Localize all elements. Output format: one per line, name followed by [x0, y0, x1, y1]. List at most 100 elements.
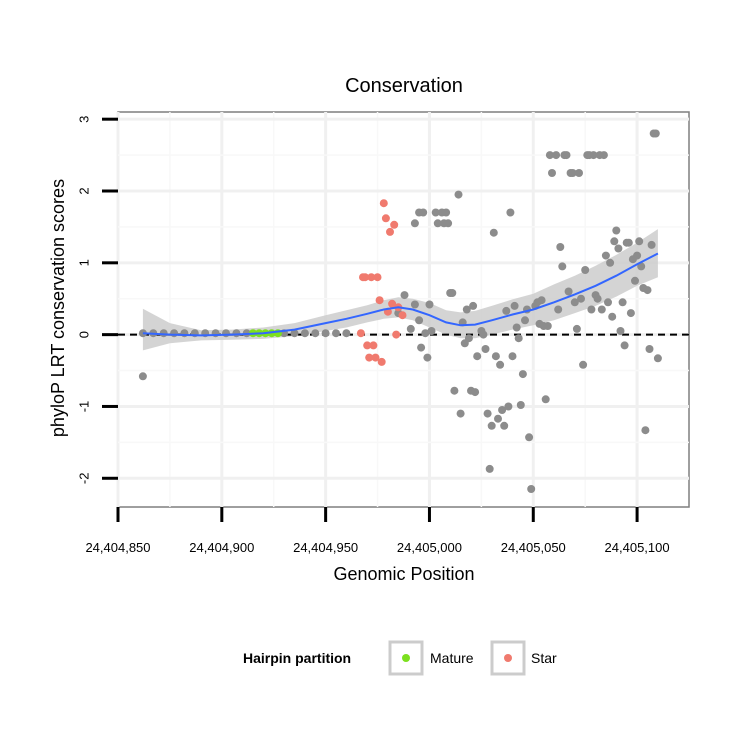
point-other — [599, 151, 608, 160]
point-star — [363, 341, 372, 350]
point-other — [483, 409, 492, 418]
point-other — [500, 421, 509, 430]
data-points-layer — [138, 129, 662, 493]
legend-mature-marker — [402, 654, 410, 662]
y-tick-label: -1 — [76, 401, 91, 413]
point-other — [415, 316, 424, 325]
point-other — [601, 251, 610, 260]
point-other — [427, 327, 436, 335]
point-other — [504, 402, 513, 411]
point-other — [481, 345, 490, 353]
chart-title: Conservation — [345, 75, 463, 97]
point-other — [423, 353, 432, 362]
x-tick-label: 24,404,850 — [85, 540, 150, 555]
point-star — [390, 220, 399, 229]
point-other — [332, 329, 340, 338]
point-other — [431, 208, 440, 217]
point-star — [371, 353, 380, 362]
point-other — [527, 485, 536, 493]
point-other — [506, 208, 515, 217]
point-other — [589, 151, 598, 160]
point-star — [398, 311, 407, 320]
point-other — [558, 262, 567, 271]
point-other — [541, 395, 550, 404]
legend-title: Hairpin partition — [243, 650, 351, 666]
point-other — [643, 286, 652, 295]
legend-label-mature: Mature — [430, 650, 474, 666]
x-axis: 24,404,850 24,404,900 24,404,950 24,405,000… — [85, 507, 670, 555]
legend-label-star: Star — [531, 650, 557, 666]
y-tick-label: 2 — [76, 187, 91, 194]
point-other — [587, 305, 596, 314]
point-other — [581, 266, 590, 274]
point-other — [508, 352, 517, 361]
point-other — [543, 322, 552, 330]
point-other — [612, 226, 621, 235]
point-other — [554, 305, 563, 314]
point-other — [464, 334, 473, 343]
point-other — [419, 208, 428, 217]
point-other — [425, 300, 434, 309]
point-other — [311, 329, 320, 338]
point-other — [631, 276, 639, 285]
point-other — [556, 243, 565, 251]
point-star — [369, 341, 378, 350]
point-other — [410, 219, 419, 228]
point-other — [487, 421, 496, 430]
point-other — [633, 251, 642, 260]
point-other — [444, 219, 453, 228]
point-other — [400, 291, 409, 300]
point-other — [570, 298, 579, 307]
point-other — [593, 294, 602, 303]
point-other — [232, 329, 241, 338]
point-other — [456, 409, 465, 418]
point-other — [512, 323, 521, 332]
point-other — [448, 289, 457, 297]
point-other — [454, 190, 463, 199]
point-other — [606, 258, 615, 267]
point-other — [489, 228, 498, 237]
point-other — [618, 298, 627, 307]
point-star — [373, 273, 382, 282]
point-other — [138, 372, 147, 381]
point-other — [410, 300, 419, 309]
point-other — [568, 169, 577, 177]
point-other — [290, 329, 299, 338]
point-other — [653, 354, 662, 363]
x-tick-label: 24,404,900 — [189, 540, 254, 555]
point-other — [641, 426, 650, 435]
point-other — [510, 301, 519, 310]
point-other — [496, 360, 505, 369]
point-other — [516, 401, 525, 409]
smooth-fit-line — [142, 252, 659, 337]
y-axis: -2 -1 0 1 2 3 — [76, 116, 118, 484]
point-other — [597, 305, 606, 314]
point-star — [392, 330, 401, 339]
point-other — [494, 414, 502, 423]
point-other — [562, 151, 571, 160]
point-other — [406, 324, 415, 333]
point-other — [442, 208, 451, 217]
point-other — [545, 151, 554, 160]
smooth-line-layer — [142, 252, 659, 337]
point-star — [375, 296, 384, 305]
y-tick-label: -2 — [76, 473, 91, 485]
point-other — [614, 244, 623, 253]
point-other — [564, 287, 573, 296]
point-other — [502, 306, 511, 315]
x-tick-label: 24,405,050 — [501, 540, 566, 555]
point-other — [321, 329, 330, 338]
point-other — [170, 329, 179, 338]
confidence-band-layer — [142, 229, 658, 351]
point-other — [222, 329, 230, 338]
point-other — [473, 352, 482, 361]
point-other — [579, 360, 588, 369]
point-other — [462, 305, 471, 314]
point-other — [485, 464, 494, 473]
y-tick-label: 0 — [76, 331, 91, 338]
point-other — [421, 329, 430, 338]
point-other — [469, 301, 478, 310]
point-other — [604, 298, 612, 307]
point-other — [620, 341, 629, 350]
